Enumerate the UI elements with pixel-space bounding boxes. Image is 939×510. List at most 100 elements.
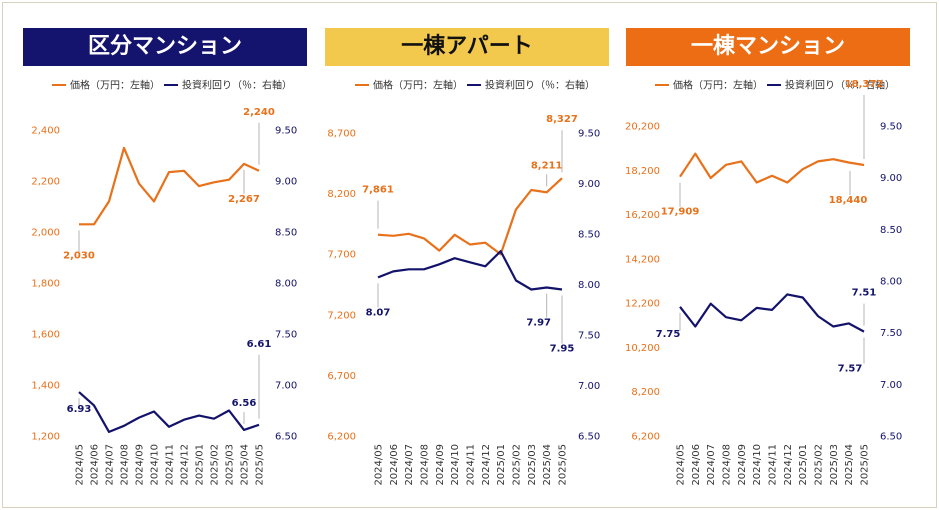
left-axis-tick: 14,200: [625, 254, 660, 265]
left-axis-tick: 2,200: [31, 177, 60, 188]
left-axis-tick: 10,200: [625, 343, 660, 354]
x-axis-tick: 2024/09: [435, 444, 446, 486]
panel-title-condo-unit: 区分マンション: [23, 28, 307, 66]
right-axis-tick: 6.50: [880, 432, 902, 443]
left-axis-tick: 6,200: [327, 432, 356, 443]
data-label: 8,211: [531, 160, 563, 171]
x-axis-tick: 2024/05: [75, 444, 86, 486]
yield-series-line: [679, 293, 865, 333]
legend-yield-label: 投資利回り（％：右軸）: [485, 79, 595, 92]
x-axis-tick: 2024/11: [165, 444, 176, 486]
x-axis-tick: 2025/03: [225, 444, 236, 486]
data-label: 2,240: [243, 107, 275, 118]
x-axis-tick: 2024/06: [90, 444, 101, 486]
right-axis-tick: 6.50: [578, 432, 600, 443]
right-axis-tick: 7.50: [275, 330, 297, 341]
legend-price-label: 価格（万円：左軸）: [373, 79, 463, 92]
data-label: 18,372: [845, 79, 884, 90]
x-axis-tick: 2024/10: [450, 444, 461, 486]
right-axis-tick: 9.00: [578, 179, 600, 190]
yield-series-line: [377, 250, 563, 291]
right-axis-tick: 7.00: [275, 381, 297, 392]
x-axis-tick: 2025/03: [829, 444, 840, 486]
x-axis-tick: 2025/02: [814, 444, 825, 486]
data-label: 7.51: [852, 288, 877, 299]
x-axis-tick: 2024/10: [752, 444, 763, 486]
data-label: 7,861: [362, 185, 394, 196]
x-axis-tick: 2024/12: [481, 444, 492, 486]
x-axis-tick: 2024/07: [706, 444, 717, 486]
right-axis-tick: 8.00: [880, 277, 902, 288]
right-axis-tick: 9.50: [578, 129, 600, 140]
yield-series-line: [78, 391, 260, 433]
x-axis-tick: 2024/08: [722, 444, 733, 486]
data-label: 7.95: [550, 344, 575, 355]
x-axis-tick: 2024/06: [691, 444, 702, 486]
data-label: 7.75: [656, 329, 681, 340]
x-axis-tick: 2024/11: [768, 444, 779, 486]
x-axis-tick: 2025/02: [210, 444, 221, 486]
x-axis-tick: 2024/06: [389, 444, 400, 486]
right-axis-tick: 8.50: [275, 228, 297, 239]
x-axis-tick: 2024/05: [676, 444, 687, 486]
x-axis-tick: 2025/01: [798, 444, 809, 486]
x-axis-tick: 2025/04: [240, 444, 251, 486]
data-label: 7.97: [526, 318, 551, 329]
data-label: 8,327: [546, 114, 578, 125]
x-axis-tick: 2025/01: [496, 444, 507, 486]
x-axis-tick: 2024/12: [783, 444, 794, 486]
x-axis-tick: 2025/05: [558, 444, 569, 486]
data-label: 6.93: [67, 404, 92, 415]
price-series-line: [679, 152, 865, 184]
x-axis-tick: 2024/09: [135, 444, 146, 486]
left-axis-tick: 2,400: [31, 126, 60, 137]
left-axis-tick: 2,000: [31, 228, 60, 239]
x-axis-tick: 2025/01: [195, 444, 206, 486]
left-axis-tick: 1,800: [31, 279, 60, 290]
data-label: 7.57: [838, 364, 863, 375]
x-axis-tick: 2024/10: [150, 444, 161, 486]
data-label: 18,440: [829, 195, 868, 206]
x-axis-tick: 2025/03: [527, 444, 538, 486]
left-axis-tick: 7,200: [327, 310, 356, 321]
data-label: 2,267: [228, 194, 260, 205]
right-axis-tick: 8.50: [880, 225, 902, 236]
data-label: 17,909: [661, 207, 700, 218]
panel-title-apartment: 一棟アパート: [325, 28, 609, 66]
data-label: 2,030: [63, 250, 95, 261]
left-axis-tick: 6,200: [631, 432, 660, 443]
x-axis-tick: 2024/08: [420, 444, 431, 486]
left-axis-tick: 6,700: [327, 371, 356, 382]
left-axis-tick: 1,600: [31, 330, 60, 341]
right-axis-tick: 8.50: [578, 230, 600, 241]
legend-yield-label: 投資利回り（％：右軸）: [182, 79, 292, 92]
left-axis-tick: 8,200: [327, 189, 356, 200]
x-axis-tick: 2025/04: [542, 444, 553, 486]
right-axis-tick: 7.00: [880, 380, 902, 391]
panel-title-mansion: 一棟マンション: [626, 28, 910, 66]
left-axis-tick: 16,200: [625, 210, 660, 221]
x-axis-tick: 2024/09: [737, 444, 748, 486]
x-axis-tick: 2024/12: [180, 444, 191, 486]
x-axis-tick: 2025/04: [844, 444, 855, 486]
data-label: 6.56: [232, 398, 257, 409]
right-axis-tick: 8.00: [578, 280, 600, 291]
right-axis-tick: 9.50: [275, 126, 297, 137]
left-axis-tick: 8,200: [631, 387, 660, 398]
right-axis-tick: 6.50: [275, 432, 297, 443]
right-axis-tick: 7.50: [880, 328, 902, 339]
right-axis-tick: 9.50: [880, 122, 902, 133]
right-axis-tick: 9.00: [275, 177, 297, 188]
x-axis-tick: 2025/02: [512, 444, 523, 486]
x-axis-tick: 2024/07: [404, 444, 415, 486]
x-axis-tick: 2024/11: [466, 444, 477, 486]
x-axis-tick: 2024/08: [120, 444, 131, 486]
x-axis-tick: 2024/05: [374, 444, 385, 486]
right-axis-tick: 7.00: [578, 381, 600, 392]
price-series-line: [79, 146, 260, 226]
legend-price-label: 価格（万円：左軸）: [70, 79, 160, 92]
right-axis-tick: 7.50: [578, 331, 600, 342]
left-axis-tick: 7,700: [327, 250, 356, 261]
